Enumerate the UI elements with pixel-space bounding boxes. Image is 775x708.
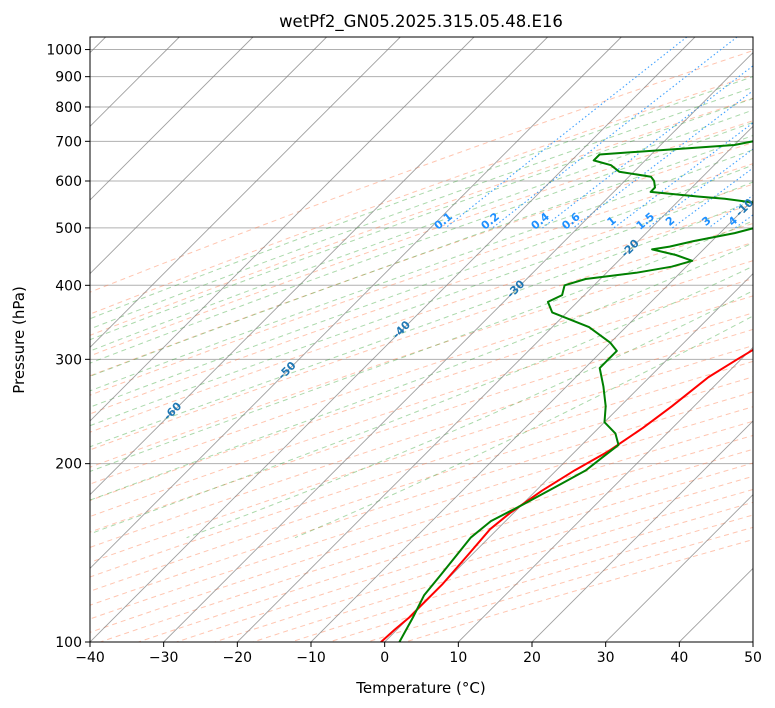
- isotherm-line: [384, 273, 753, 642]
- isotherm-line: [310, 199, 753, 642]
- x-tick-label: 50: [744, 650, 762, 666]
- isotherm-line: [90, 37, 475, 422]
- isotherm-line: [90, 37, 327, 275]
- moist-adiabat: [90, 181, 753, 427]
- mixing-ratio-line: [672, 167, 753, 229]
- mixing-ratio-line: [542, 65, 753, 229]
- dry-adiabat: [90, 203, 753, 433]
- moist-adiabat: [90, 121, 753, 364]
- plot-frame: [89, 36, 754, 643]
- y-tick-label: 600: [55, 174, 82, 190]
- moist-adiabat: [90, 149, 753, 392]
- x-axis: −40 −30 −20 −10 0 10 20 30 40 50: [75, 642, 762, 666]
- moist-adiabat: [90, 109, 753, 352]
- isotherm-line: [90, 37, 548, 496]
- isotherm-line: [531, 420, 753, 642]
- moist-adiabat: [294, 315, 753, 539]
- x-tick-label: −20: [223, 650, 253, 666]
- dry-adiabat: [90, 241, 753, 468]
- y-tick-label: 900: [55, 70, 82, 86]
- x-tick-label: 20: [523, 650, 541, 666]
- isotherm-line: [90, 37, 622, 569]
- chart-title: wetPf2_GN05.2025.315.05.48.E16: [279, 12, 563, 32]
- dry-adiabat: [90, 142, 753, 377]
- x-tick-label: 0: [380, 650, 389, 666]
- y-tick-label: 400: [55, 278, 82, 294]
- x-tick-label: −40: [75, 650, 105, 666]
- isotherm-line: [90, 37, 696, 642]
- x-tick-label: 30: [597, 650, 615, 666]
- moist-adiabat: [186, 290, 753, 539]
- temperature-profile: [380, 348, 753, 642]
- y-tick-label: 500: [55, 221, 82, 237]
- isotherm-line: [605, 494, 753, 642]
- y-tick-label: 1000: [46, 43, 82, 59]
- y-tick-label: 100: [55, 635, 82, 651]
- dry-adiabat: [90, 391, 753, 606]
- isotherm-line: [163, 52, 753, 642]
- y-tick-label: 700: [55, 134, 82, 150]
- dry-adiabat: [90, 50, 753, 293]
- background-lines: [90, 37, 753, 642]
- moist-adiabat: [90, 134, 753, 377]
- x-tick-label: −30: [149, 650, 179, 666]
- isotherm-line: [458, 346, 753, 642]
- y-axis-title: Pressure (hPa): [10, 286, 28, 394]
- dry-adiabat: [90, 295, 753, 518]
- moist-adiabat: [90, 200, 753, 448]
- moist-adiabat: [90, 220, 753, 472]
- dry-adiabat: [90, 74, 753, 315]
- dry-adiabat: [90, 260, 753, 485]
- moist-adiabat: [90, 242, 753, 501]
- x-tick-label: −10: [296, 650, 326, 666]
- isotherm-line: [90, 37, 401, 348]
- isotherm-line: [237, 125, 753, 642]
- x-tick-label: 40: [670, 650, 688, 666]
- dry-adiabat: [90, 345, 753, 563]
- dry-adiabat: [90, 163, 753, 396]
- y-tick-label: 200: [55, 457, 82, 473]
- sounding-profiles: [380, 140, 753, 642]
- mixing-ratio-line: [572, 90, 753, 229]
- y-tick-label: 300: [55, 352, 82, 368]
- y-tick-label: 800: [55, 100, 82, 116]
- dewpoint-profile: [398, 140, 753, 642]
- y-axis: 100 200 300 400 500 600 700 800 900 1000: [46, 43, 90, 651]
- x-tick-label: 10: [449, 650, 467, 666]
- isotherm-line: [90, 37, 254, 201]
- x-axis-title: Temperature (°C): [355, 679, 485, 697]
